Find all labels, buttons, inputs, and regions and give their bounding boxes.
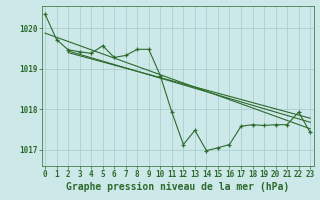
X-axis label: Graphe pression niveau de la mer (hPa): Graphe pression niveau de la mer (hPa) xyxy=(66,182,289,192)
